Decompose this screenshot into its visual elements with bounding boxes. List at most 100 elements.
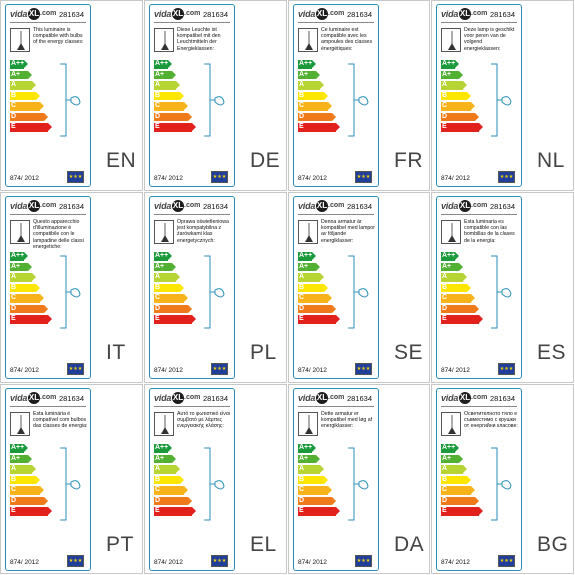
energy-class-bar: A xyxy=(10,273,50,282)
eu-flag-icon: ★★★ xyxy=(355,171,372,183)
energy-class-bar: A++ xyxy=(10,444,50,453)
energy-class-bar: B xyxy=(298,91,338,100)
label-panel: vida XL .com 281634 This luminaire is compat… xyxy=(0,0,143,191)
energy-class-bar: A++ xyxy=(298,60,338,69)
energy-class-label: A+ xyxy=(11,454,21,462)
energy-class-label: A++ xyxy=(442,60,456,67)
language-code: IT xyxy=(106,341,126,364)
energy-class-bar: D xyxy=(154,304,194,313)
compatibility-text: Denna armatur är kompatibel med lampor a… xyxy=(321,219,375,244)
energy-class-scale: A++ A+ A B C D E xyxy=(10,444,52,518)
regulation-number: 874/ 2012 xyxy=(441,367,470,374)
energy-class-bar: E xyxy=(441,315,483,324)
energy-class-bar: A+ xyxy=(10,454,50,463)
energy-class-bar: A++ xyxy=(154,252,194,261)
energy-class-bar: E xyxy=(10,123,52,132)
energy-class-bar: B xyxy=(154,91,194,100)
divider xyxy=(441,214,517,215)
energy-class-bar: A+ xyxy=(154,262,194,271)
energy-class-label: E xyxy=(11,123,16,130)
energy-class-bar: B xyxy=(298,283,338,292)
label-panel: vida XL .com 281634 Denna armatur är kompati… xyxy=(288,192,430,383)
energy-class-bar: A xyxy=(154,81,194,90)
divider xyxy=(298,22,374,23)
energy-class-label: C xyxy=(155,102,161,109)
energy-class-label: A xyxy=(299,465,305,472)
energy-label-card: vida XL .com 281634 Ce luminaire est compati… xyxy=(293,4,379,187)
language-code: BG xyxy=(537,533,569,556)
energy-class-label: A+ xyxy=(155,70,165,78)
lamp-icon xyxy=(154,28,174,52)
energy-label-card: vida XL .com 281634 Deze lamp is geschikt vo… xyxy=(436,4,522,187)
language-code: FR xyxy=(394,149,423,172)
energy-class-bar: A+ xyxy=(10,262,50,271)
language-code: DA xyxy=(394,533,425,556)
energy-class-label: C xyxy=(11,486,17,493)
energy-class-label: A++ xyxy=(442,252,456,259)
energy-class-label: E xyxy=(11,315,16,322)
bulb-bracket-icon xyxy=(204,447,225,521)
regulation-number: 874/ 2012 xyxy=(298,175,327,182)
energy-class-bar: D xyxy=(441,304,481,313)
energy-class-bar: D xyxy=(441,112,481,121)
energy-label-card: vida XL .com 281634 Dette armatur er kompati… xyxy=(293,388,379,571)
energy-class-bar: A++ xyxy=(154,444,194,453)
energy-label-card: vida XL .com 281634 Denna armatur är kompati… xyxy=(293,196,379,379)
energy-class-label: D xyxy=(11,496,17,504)
energy-class-bar: D xyxy=(441,496,481,505)
lamp-icon xyxy=(441,220,461,244)
energy-label-card: vida XL .com 281634 Questo apparecchio d'ill… xyxy=(5,196,91,379)
energy-class-bar: D xyxy=(154,112,194,121)
energy-class-bar: C xyxy=(298,294,338,303)
energy-class-bar: A+ xyxy=(154,70,194,79)
lamp-icon xyxy=(154,412,174,436)
vidaxl-logo: vida XL .com xyxy=(441,8,488,20)
energy-class-bar: B xyxy=(298,475,338,484)
compatibility-text: Esta luminaria es compatible con las bom… xyxy=(464,219,515,244)
energy-class-label: D xyxy=(442,304,448,312)
language-code: ES xyxy=(537,341,567,364)
energy-label-card: vida XL .com 281634 Oprawa oświetleniowa jes… xyxy=(149,196,235,379)
energy-class-bar: B xyxy=(441,475,481,484)
energy-class-label: A++ xyxy=(299,252,313,259)
vidaxl-logo: vida XL .com xyxy=(10,392,57,404)
energy-class-scale: A++ A+ A B C D E xyxy=(441,60,483,134)
energy-class-scale: A++ A+ A B C D E xyxy=(441,444,483,518)
energy-class-label: A+ xyxy=(11,262,21,270)
energy-class-label: E xyxy=(442,507,447,514)
divider xyxy=(441,406,517,407)
energy-class-label: C xyxy=(155,294,161,301)
energy-class-label: A xyxy=(11,273,17,280)
energy-class-bar: B xyxy=(10,475,50,484)
product-code: 281634 xyxy=(489,10,515,19)
eu-flag-icon: ★★★ xyxy=(211,171,228,183)
lamp-icon xyxy=(10,28,30,52)
lamp-icon xyxy=(298,412,318,436)
product-code: 281634 xyxy=(58,202,84,211)
compatibility-text: Dette armatur er kompatibel med løg af e… xyxy=(321,411,373,430)
energy-class-label: B xyxy=(442,475,448,483)
energy-label-card: vida XL .com 281634 Esta luminaria es compat… xyxy=(436,196,522,379)
energy-class-bar: E xyxy=(298,315,340,324)
energy-class-label: D xyxy=(442,112,448,120)
energy-class-label: A xyxy=(11,465,17,472)
compatibility-text: Questo apparecchio d'illuminazione è com… xyxy=(33,219,84,250)
energy-class-bar: B xyxy=(441,283,481,292)
language-code: NL xyxy=(537,149,565,172)
energy-class-label: E xyxy=(299,315,304,322)
energy-class-bar: A+ xyxy=(441,70,481,79)
energy-class-label: E xyxy=(442,123,447,130)
energy-label-card: vida XL .com 281634 This luminaire is compat… xyxy=(5,4,91,187)
energy-class-bar: A+ xyxy=(441,454,481,463)
vidaxl-logo: vida XL .com xyxy=(298,200,345,212)
energy-class-label: B xyxy=(155,91,161,99)
energy-class-label: A+ xyxy=(299,262,309,270)
energy-class-label: E xyxy=(299,507,304,514)
energy-class-label: A xyxy=(299,273,305,280)
divider xyxy=(298,406,374,407)
energy-class-label: D xyxy=(299,304,305,312)
divider xyxy=(154,22,230,23)
energy-class-bar: A++ xyxy=(10,252,50,261)
energy-class-bar: C xyxy=(10,102,50,111)
energy-class-bar: E xyxy=(441,507,483,516)
